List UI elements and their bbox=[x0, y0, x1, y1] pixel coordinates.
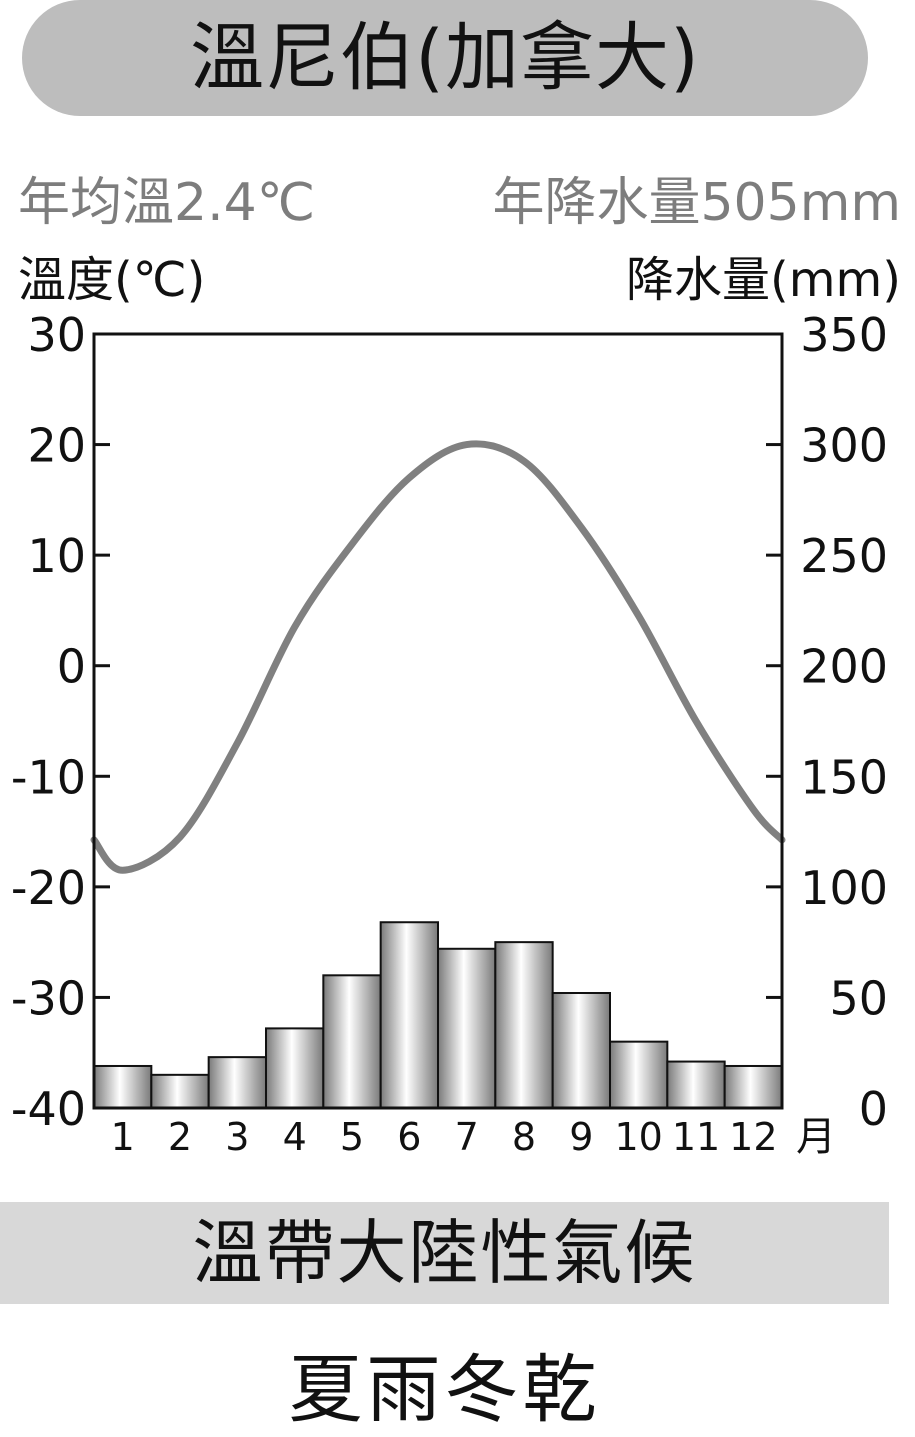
precip-bar-9 bbox=[551, 992, 612, 1110]
month-label-12: 12 bbox=[729, 1115, 777, 1159]
month-label-10: 10 bbox=[614, 1115, 662, 1159]
temperature-line bbox=[90, 440, 786, 874]
temp-tick-label: -40 bbox=[11, 1082, 86, 1136]
month-label-11: 11 bbox=[672, 1115, 720, 1159]
precip-bar-5 bbox=[322, 974, 382, 1109]
climate-chart: 3020100-10-20-30-40350300250200150100500… bbox=[11, 310, 888, 1160]
month-unit-label: 月 bbox=[796, 1114, 836, 1160]
temp-tick-label: 20 bbox=[27, 419, 86, 473]
precip-tick-label: 350 bbox=[800, 310, 888, 362]
annual-precipitation: 年降水量505mm bbox=[492, 173, 901, 233]
annual-temperature: 年均溫2.4℃ bbox=[18, 173, 316, 233]
month-label-4: 4 bbox=[283, 1115, 307, 1159]
precip-tick-label: 200 bbox=[800, 640, 888, 694]
precip-bar-8 bbox=[494, 941, 554, 1110]
precip-bar-11 bbox=[666, 1060, 726, 1109]
month-label-9: 9 bbox=[569, 1115, 593, 1159]
precip-bar-1 bbox=[93, 1064, 153, 1109]
month-label-7: 7 bbox=[455, 1115, 479, 1159]
temp-tick-label: -30 bbox=[11, 971, 86, 1025]
temp-tick-label: 0 bbox=[57, 640, 86, 694]
precip-bar-3 bbox=[207, 1056, 268, 1110]
precip-tick-label: 250 bbox=[800, 529, 888, 583]
month-label-3: 3 bbox=[225, 1115, 249, 1159]
month-label-1: 1 bbox=[111, 1115, 135, 1159]
temp-tick-label: -10 bbox=[11, 750, 86, 804]
precipitation-axis-label: 降水量(mm) bbox=[626, 252, 901, 308]
temp-tick-label: 30 bbox=[27, 310, 86, 362]
month-label-2: 2 bbox=[168, 1115, 192, 1159]
month-label-8: 8 bbox=[512, 1115, 536, 1159]
temperature-axis-label: 溫度(℃) bbox=[18, 252, 206, 308]
temp-tick-label: 10 bbox=[27, 529, 86, 583]
climate-type: 溫帶大陸性氣候 bbox=[192, 1212, 697, 1294]
plot-frame bbox=[92, 332, 784, 1110]
temp-tick-label: -20 bbox=[11, 861, 86, 915]
precip-tick-label: 100 bbox=[800, 861, 888, 915]
title-banner: 溫尼伯(加拿大) bbox=[22, 0, 868, 116]
month-label-6: 6 bbox=[397, 1115, 421, 1159]
precip-bar-7 bbox=[437, 947, 497, 1110]
climate-type-banner: 溫帶大陸性氣候 bbox=[0, 1202, 889, 1304]
precipitation-pattern: 夏雨冬乾 bbox=[288, 1347, 601, 1433]
precip-bar-12 bbox=[723, 1064, 784, 1109]
precip-bar-10 bbox=[609, 1040, 669, 1110]
precip-bar-6 bbox=[379, 921, 439, 1109]
precip-tick-label: 150 bbox=[800, 750, 888, 804]
precip-bar-2 bbox=[150, 1073, 210, 1109]
month-label-5: 5 bbox=[340, 1115, 364, 1159]
precip-bar-4 bbox=[265, 1027, 325, 1109]
page-title: 溫尼伯(加拿大) bbox=[190, 15, 700, 101]
precip-tick-label: 300 bbox=[800, 419, 888, 473]
precip-tick-label: 50 bbox=[829, 971, 888, 1025]
precip-tick-label: 0 bbox=[859, 1082, 888, 1136]
